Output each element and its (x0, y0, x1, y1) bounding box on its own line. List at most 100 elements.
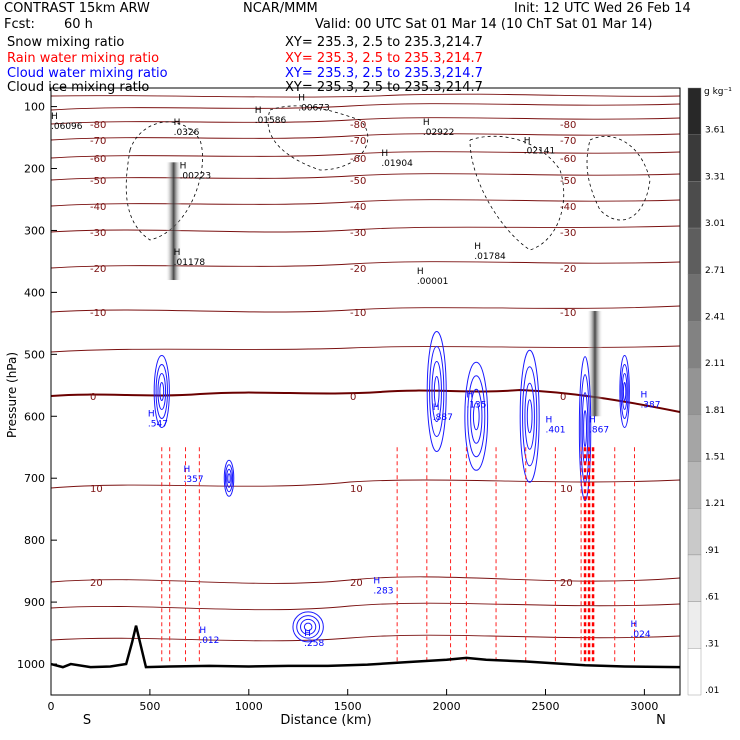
y-tick-label: 400 (24, 286, 45, 299)
isotherm-label: -10 (90, 308, 106, 319)
max-min-value: .401 (545, 425, 565, 435)
x-tick-label: 2000 (433, 700, 461, 713)
max-min-code: H (180, 162, 187, 172)
max-min-code: H (148, 409, 155, 419)
isotherm-label: 10 (350, 484, 363, 495)
max-min-code: H (524, 137, 531, 147)
max-min-code: H (589, 415, 596, 425)
x-tick-label: 2500 (531, 700, 559, 713)
max-min-code: H (199, 626, 206, 636)
isotherm-label: 20 (560, 578, 573, 589)
plot-area (51, 93, 680, 642)
isotherm-label: 0 (90, 392, 96, 403)
colorbar-swatch (687, 227, 702, 275)
max-min-code: H (255, 106, 262, 116)
cloud-water-contour (426, 331, 447, 452)
max-min-value: .00223 (180, 172, 212, 182)
isotherm-label: 20 (90, 578, 103, 589)
isotherm-label: -20 (90, 264, 106, 275)
y-tick-label: 300 (24, 224, 45, 237)
cloud-water-contour (153, 355, 170, 428)
max-min-value: .012 (199, 636, 219, 646)
y-tick-label: 500 (24, 348, 45, 361)
cloud-water-contour (292, 611, 324, 643)
isotherm-label: 0 (350, 392, 356, 403)
model-title: CONTRAST 15km ARW (4, 1, 150, 16)
field-xy-rain: XY= 235.3, 2.5 to 235.3,214.7 (285, 51, 483, 66)
colorbar-swatch (687, 87, 702, 135)
max-min-value: .06096 (51, 122, 83, 132)
colorbar-label: 1.51 (705, 453, 725, 463)
isotherm-label: -80 (560, 120, 576, 131)
max-min-code: H (51, 112, 58, 122)
valid-time: Valid: 00 UTC Sat 01 Mar 14 (10 ChT Sat … (315, 17, 653, 32)
colorbar-swatch (687, 321, 702, 369)
x-end-label-south: S (83, 713, 91, 728)
colorbar-label: 3.61 (705, 126, 725, 136)
field-xy-cloud-water: XY= 235.3, 2.5 to 235.3,214.7 (285, 66, 483, 81)
center-label: NCAR/MMM (243, 1, 318, 16)
max-min-code: H (304, 629, 311, 639)
isotherm-label: -40 (560, 202, 576, 213)
x-end-label-north: N (656, 713, 666, 728)
max-min-code: H (640, 391, 647, 401)
max-min-code: H (631, 620, 638, 630)
cloud-water-contour (431, 361, 442, 422)
x-tick-label: 3000 (630, 700, 658, 713)
max-min-value: .357 (184, 475, 204, 485)
cloud-water-contour (157, 373, 167, 410)
isotherm-label: -20 (560, 264, 576, 275)
cloud-water-contour (159, 382, 165, 401)
temperature-isotherms (51, 93, 680, 642)
max-min-value: .0326 (174, 128, 200, 138)
max-min-value: .00673 (298, 103, 330, 113)
isotherm-label: -60 (350, 154, 366, 165)
colorbar-swatch (687, 181, 702, 229)
max-min-code: H (433, 403, 440, 413)
max-min-code: H (423, 118, 430, 128)
cloud-water-contour (303, 622, 313, 632)
colorbar-unit: g kg⁻¹ (704, 87, 732, 97)
colorbar: 3.61 3.31 3.01 2.71 2.41 2.11 1.81 1.51 1.21 .91.… (687, 87, 725, 696)
max-min-code: H (466, 391, 473, 401)
isotherm-label: -60 (90, 154, 106, 165)
cloud-water-contour (620, 364, 629, 419)
max-min-code: H (184, 465, 191, 475)
isotherm-label: -20 (350, 264, 366, 275)
cloud-water-contour (223, 459, 235, 497)
field-name-rain: Rain water mixing ratio (7, 51, 160, 66)
colorbar-label: .31 (705, 639, 719, 649)
init-time: Init: 12 UTC Wed 26 Feb 14 (514, 1, 691, 16)
cloud-water-contour (429, 346, 445, 437)
isotherm-label: -30 (560, 228, 576, 239)
max-min-value: .01904 (381, 159, 413, 169)
plot-frame (50, 87, 681, 696)
field-name-cloud-water: Cloud water mixing ratio (7, 66, 168, 81)
isotherm-label: -80 (90, 120, 106, 131)
y-tick-label: 700 (24, 472, 45, 485)
max-min-value: .258 (304, 639, 324, 649)
max-min-value: .387 (640, 401, 660, 411)
colorbar-label: .61 (705, 593, 719, 603)
isotherm-label: -30 (90, 228, 106, 239)
colorbar-label: .01 (705, 686, 719, 696)
snow-shading-column (586, 310, 603, 417)
cloud-water-contour (226, 468, 232, 488)
colorbar-swatch (687, 134, 702, 182)
max-min-value: .02922 (423, 128, 455, 138)
isotherm-label: 20 (350, 578, 363, 589)
x-tick-label: 0 (48, 700, 55, 713)
max-min-value: .02141 (524, 147, 556, 157)
isotherm-label: -30 (350, 228, 366, 239)
field-name-snow: Snow mixing ratio (7, 35, 125, 50)
isotherm-label: -70 (560, 136, 576, 147)
cloud-water-contour (467, 375, 486, 458)
x-tick-label: 1000 (235, 700, 263, 713)
cloud-ice-contours (125, 105, 651, 251)
cloud-water-contour (155, 364, 168, 419)
cloud-water-contour (522, 366, 538, 467)
isotherm-label: -50 (560, 176, 576, 187)
cloud-water-contour (621, 373, 628, 410)
cloud-water-contour (583, 410, 587, 448)
